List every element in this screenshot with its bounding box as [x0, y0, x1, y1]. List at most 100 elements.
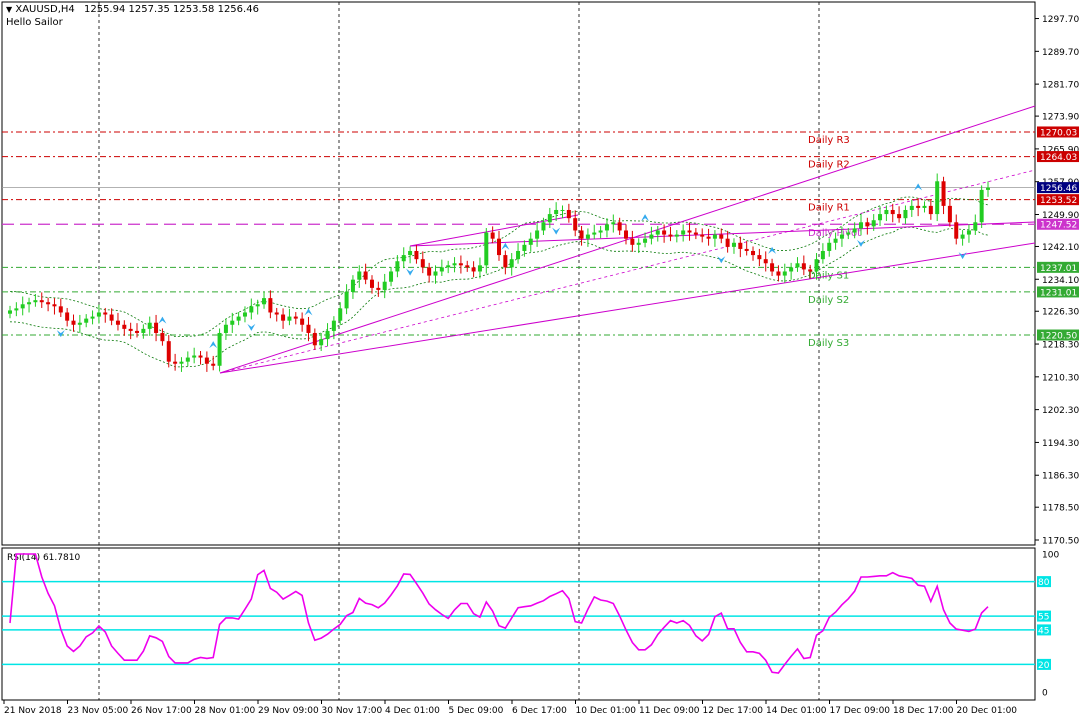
channel-line: [409, 221, 1036, 247]
rsi-level-label: 55: [1038, 613, 1049, 623]
time-tick-label: 11 Dec 09:00: [639, 706, 700, 716]
level-price-tag: [1037, 126, 1079, 138]
candle-body: [547, 214, 552, 223]
candle-body: [154, 322, 159, 333]
candle-body: [389, 271, 394, 282]
rsi-level-tag: [1037, 624, 1051, 636]
rsi-level-tag: [1037, 658, 1051, 670]
swing-arrow-icon: [501, 242, 510, 250]
candle-body: [109, 314, 114, 321]
swing-arrow-icon: [209, 341, 218, 349]
level-name-label: Daily R1: [808, 203, 850, 214]
candle-body: [541, 222, 546, 231]
candle-body: [65, 312, 70, 321]
menu-triangle-icon[interactable]: ▼: [6, 5, 13, 14]
candle-body: [420, 259, 425, 268]
candle-body: [223, 324, 228, 333]
candle-body: [274, 312, 279, 315]
candle-body: [801, 263, 806, 270]
candle-body: [255, 304, 260, 307]
candle-body: [179, 361, 184, 364]
candle-body: [789, 267, 794, 272]
level-name-label: Daily R3: [808, 135, 850, 146]
price-tick-label: 1202.30: [1042, 406, 1079, 416]
candle-body: [916, 205, 921, 208]
candle-body: [503, 255, 508, 268]
candle-body: [71, 320, 76, 325]
trend-channel-lower-line: [219, 242, 1036, 374]
candle-body: [27, 302, 32, 305]
current-price-tag: [1037, 182, 1079, 194]
candle-body: [446, 265, 451, 268]
trend-channel-upper-line: [219, 105, 1036, 374]
price-tick-label: 1242.10: [1042, 243, 1079, 253]
candle-body: [357, 271, 362, 280]
swing-arrow-icon: [406, 268, 415, 276]
candle-body: [331, 320, 336, 331]
candle-body: [655, 230, 660, 235]
candle-body: [166, 341, 171, 362]
candle-body: [928, 205, 933, 215]
level-price-tag: [1037, 218, 1079, 230]
candle-body: [369, 279, 374, 288]
candle-body: [839, 234, 844, 239]
candle-body: [84, 318, 89, 323]
candle-body: [173, 361, 178, 364]
candle-body: [890, 209, 895, 215]
candle-body: [973, 222, 978, 231]
time-tick-label: 29 Nov 09:00: [258, 706, 319, 716]
candle-body: [281, 314, 286, 321]
candle-body: [522, 244, 527, 251]
candle-body: [852, 228, 857, 233]
price-tick-label: 1281.70: [1042, 81, 1079, 91]
level-price-tag: [1037, 151, 1079, 163]
candle-body: [287, 316, 292, 321]
time-tick-label: 10 Dec 01:00: [576, 706, 637, 716]
candle-body: [820, 250, 825, 260]
price-tick-label: 1226.30: [1042, 308, 1079, 318]
time-tick-label: 14 Dec 01:00: [766, 706, 827, 716]
candle-body: [363, 271, 368, 280]
candle-body: [458, 263, 463, 266]
candle-body: [674, 234, 679, 237]
candle-body: [198, 355, 203, 358]
candle-body: [8, 310, 12, 314]
current-price-label: 1256.46: [1040, 184, 1077, 194]
candle-body: [751, 250, 756, 256]
candle-body: [979, 189, 984, 223]
rsi-level-tag: [1037, 576, 1051, 588]
time-tick-label: 30 Nov 17:00: [322, 706, 383, 716]
swing-arrow-icon: [958, 252, 967, 260]
level-name-label: Daily R2: [808, 160, 850, 171]
swing-arrow-icon: [158, 316, 167, 324]
candle-body: [52, 304, 57, 307]
candle-body: [306, 324, 311, 333]
candle-body: [986, 187, 990, 190]
time-tick-label: 5 Dec 09:00: [449, 706, 504, 716]
candle-body: [706, 236, 711, 239]
candle-body: [922, 205, 927, 208]
time-tick-label: 4 Dec 01:00: [385, 706, 440, 716]
level-price-label: 1264.03: [1040, 153, 1077, 163]
candle-body: [141, 328, 146, 333]
price-tick-label: 1289.70: [1042, 48, 1079, 58]
candle-body: [693, 232, 698, 235]
lower-band-line: [9, 226, 989, 368]
candle-body: [236, 316, 241, 321]
candle-body: [433, 271, 438, 276]
swing-arrow-icon: [856, 239, 865, 247]
price-tick-label: 1265.90: [1042, 145, 1079, 155]
candle-body: [808, 269, 813, 272]
rsi-panel-frame: [1, 547, 1036, 701]
candle-body: [103, 312, 108, 315]
candle-body: [712, 234, 717, 239]
candle-body: [782, 271, 787, 276]
candle-body: [763, 259, 768, 264]
candle-body: [217, 332, 222, 366]
time-tick-label: 26 Nov 17:00: [131, 706, 192, 716]
main-chart-frame: [1, 1, 1036, 546]
level-name-label: Daily Pivot: [808, 228, 861, 239]
candle-body: [846, 232, 851, 235]
candle-body: [414, 250, 419, 260]
time-tick-label: 23 Nov 05:00: [68, 706, 129, 716]
